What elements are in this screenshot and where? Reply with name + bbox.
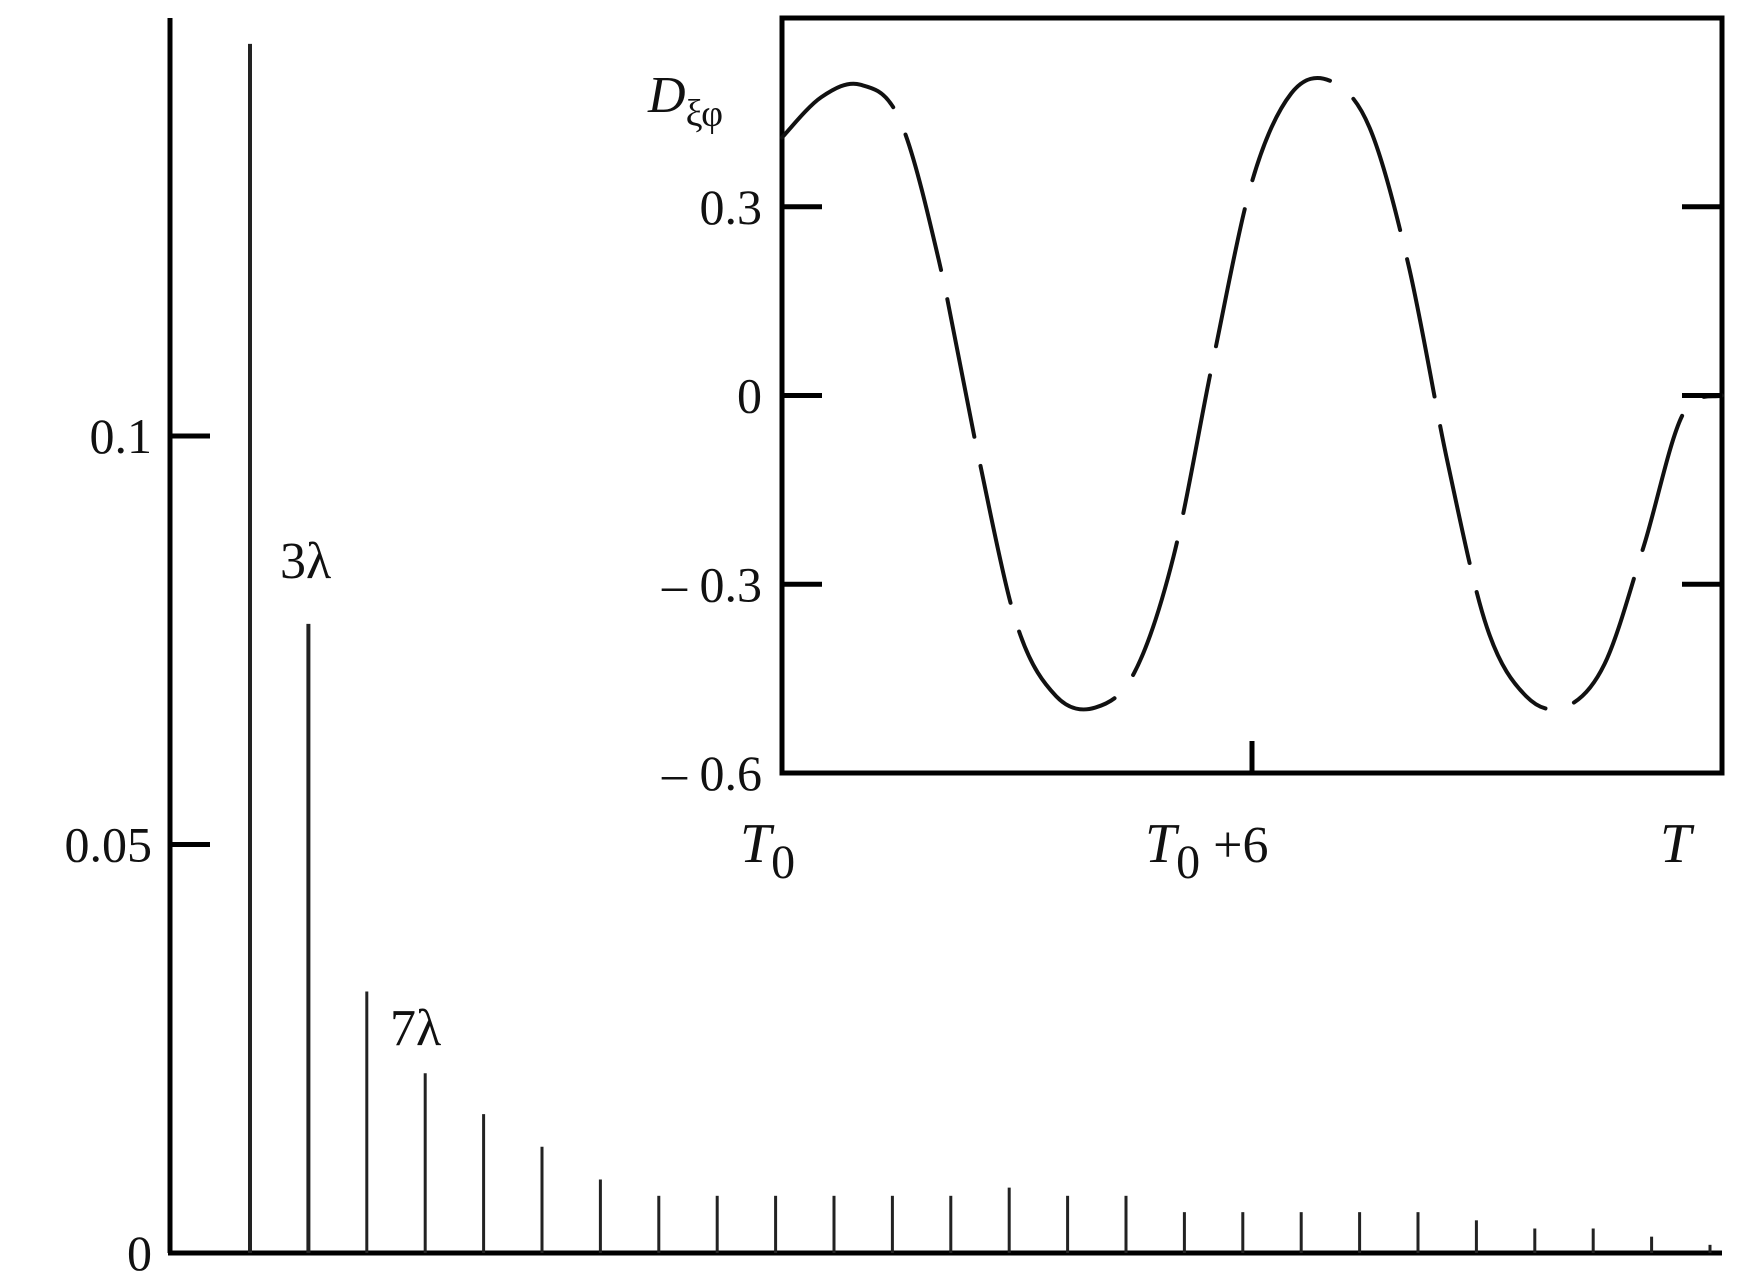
main-y-tick-label: 0.1 [90, 408, 153, 464]
inset-frame [779, 15, 1725, 776]
inset-y-tick-label: 0 [737, 368, 762, 424]
inset-y-tick-label: 0.3 [700, 179, 763, 235]
inset-y-label-sub: ξφ [686, 93, 723, 135]
inset-series-line [780, 75, 1724, 712]
inset-x-tick-label: T0 [740, 813, 795, 889]
inset-y-tick-label: – 0.6 [661, 745, 762, 801]
main-y-tick-label: 0 [127, 1225, 152, 1281]
inset-chart: – 0.6 – 0.3 0 0.3 T0 T0 +6 T Dξφ [647, 15, 1725, 889]
main-y-tick-label: 0.05 [65, 817, 153, 873]
main-chart: 0 0.05 0.1 3λ 7λ [65, 18, 1722, 1281]
inset-y-tick-label: – 0.3 [661, 556, 762, 612]
annotation-7lambda: 7λ [390, 1000, 441, 1057]
inset-y-label: Dξφ [647, 67, 723, 135]
inset-x-tick-label: T [1660, 813, 1695, 875]
inset-x-tick-label: T0 +6 [1145, 813, 1268, 889]
annotation-3lambda: 3λ [280, 533, 331, 590]
inset-y-label-main: D [647, 67, 686, 124]
